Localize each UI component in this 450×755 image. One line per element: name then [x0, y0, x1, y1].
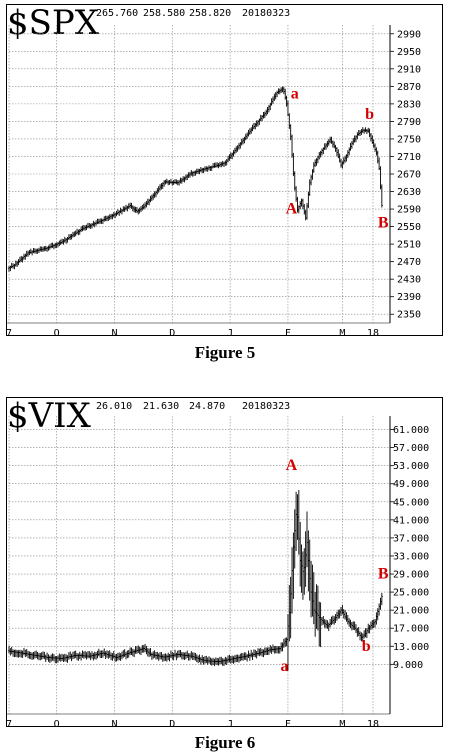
x-tick-label: O	[54, 328, 60, 335]
x-tick-label: J	[227, 719, 233, 726]
chart-symbol: $VIX	[7, 398, 92, 436]
x-tick-label: 7	[7, 719, 12, 726]
x-tick-label: N	[111, 328, 117, 335]
vix-chart: $VIX 26.010 21.630 24.870 20180323 61.000 57.0…	[6, 397, 443, 727]
annotation-label: B	[378, 214, 389, 231]
y-tick-label: 57.000	[393, 443, 429, 454]
x-tick-label: N	[111, 719, 117, 726]
y-tick-label: 2990	[397, 29, 421, 40]
x-tick-label: F	[285, 328, 291, 335]
figure-6-caption: Figure 6	[194, 733, 256, 752]
y-tick-label: 2590	[397, 205, 421, 216]
y-tick-label: 61.000	[393, 425, 429, 436]
annotation-label: B	[378, 566, 389, 583]
header-value-1: 21.630	[143, 401, 179, 412]
y-tick-label: 2550	[397, 222, 421, 233]
y-tick-label: 9.000	[393, 660, 423, 671]
y-tick-label: 2350	[397, 310, 421, 321]
header-value-2: 258.820	[189, 8, 231, 19]
header-value-0: 26.010	[96, 401, 132, 412]
y-tick-label: 49.000	[393, 479, 429, 490]
y-tick-label: 2710	[397, 152, 421, 163]
y-tick-label: 45.000	[393, 497, 429, 508]
x-tick-label: O	[54, 719, 60, 726]
y-tick-label: 41.000	[393, 515, 429, 526]
annotation-label: A	[286, 457, 298, 474]
y-tick-label: 2630	[397, 187, 421, 198]
header-value-3: 20180323	[242, 8, 290, 19]
figure-5-caption: Figure 5	[194, 343, 256, 362]
x-tick-label: 18	[367, 328, 379, 335]
annotation-label: A	[286, 200, 298, 217]
y-tick-label: 2870	[397, 82, 421, 93]
annotation-label: b	[365, 106, 374, 123]
annotation-label: a	[291, 86, 299, 103]
y-tick-label: 25.000	[393, 588, 429, 599]
y-tick-label: 2830	[397, 99, 421, 110]
y-tick-label: 2390	[397, 292, 421, 303]
header-value-1: 258.580	[143, 8, 185, 19]
y-tick-label: 2510	[397, 240, 421, 251]
y-tick-label: 2470	[397, 257, 421, 268]
vix-chart-svg: $VIX 26.010 21.630 24.870 20180323 61.000 57.0…	[7, 398, 429, 726]
x-tick-label: D	[169, 328, 175, 335]
header-value-0: 265.760	[96, 8, 138, 19]
x-tick-label: M	[339, 719, 345, 726]
x-tick-label: 18	[367, 719, 379, 726]
y-tick-label: 2950	[397, 47, 421, 58]
y-tick-label: 13.000	[393, 642, 429, 653]
x-tick-label: M	[339, 328, 345, 335]
header-value-3: 20180323	[242, 401, 290, 412]
x-tick-label: 7	[7, 328, 12, 335]
y-tick-label: 2670	[397, 170, 421, 181]
y-tick-label: 17.000	[393, 624, 429, 635]
y-tick-label: 2790	[397, 117, 421, 128]
x-tick-label: D	[169, 719, 175, 726]
spx-chart: $SPX 265.760 258.580 258.820 20180323 2990 295…	[6, 4, 443, 336]
x-tick-label: J	[227, 328, 233, 335]
y-tick-label: 21.000	[393, 606, 429, 617]
y-tick-label: 37.000	[393, 533, 429, 544]
y-tick-label: 2430	[397, 275, 421, 286]
y-tick-label: 33.000	[393, 551, 429, 562]
header-value-2: 24.870	[189, 401, 225, 412]
annotation-label: a	[281, 658, 289, 675]
y-tick-label: 53.000	[393, 461, 429, 472]
annotation-label: b	[362, 638, 371, 655]
y-tick-label: 29.000	[393, 570, 429, 581]
chart-symbol: $SPX	[7, 5, 100, 43]
x-tick-label: F	[285, 719, 291, 726]
y-tick-label: 2910	[397, 64, 421, 75]
y-tick-label: 2750	[397, 134, 421, 145]
